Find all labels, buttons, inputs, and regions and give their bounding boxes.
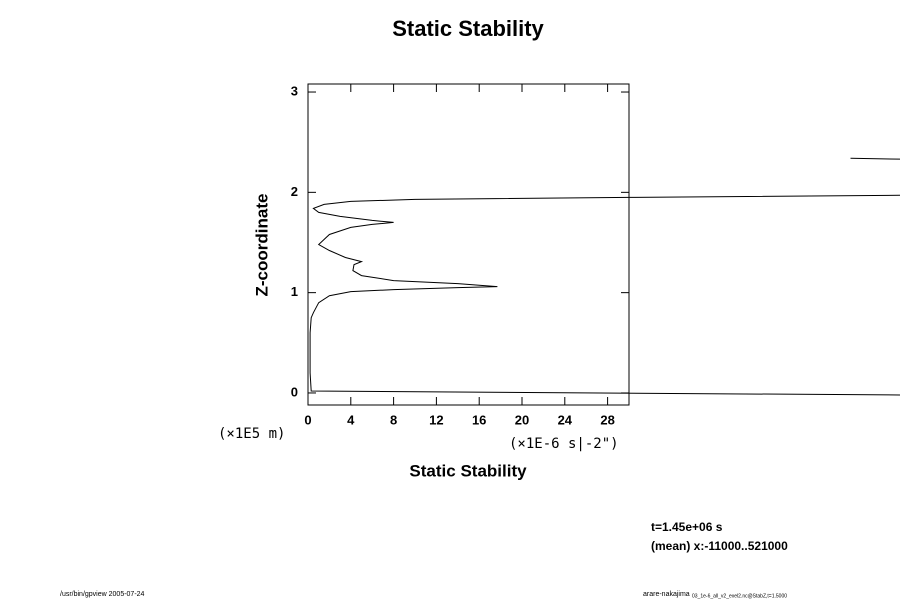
- y-unit: (×1E5 m): [218, 426, 285, 442]
- x-tick-label: 12: [429, 412, 443, 427]
- x-tick-label: 28: [600, 412, 614, 427]
- plot-frame: [307, 83, 630, 406]
- annotation: arare-nakajima: [643, 591, 690, 598]
- y-tick-label: 3: [291, 83, 298, 98]
- x-tick-label: 24: [558, 412, 573, 427]
- x-tick-label: 20: [515, 412, 529, 427]
- x-axis-label: Static Stability: [409, 461, 527, 480]
- x-tick-label: 0: [304, 412, 311, 427]
- y-tick-label: 0: [291, 384, 298, 399]
- y-axis-label: Z-coordinate: [252, 194, 271, 297]
- annotation: /usr/bin/gpview 2005-07-24: [60, 591, 145, 598]
- y-tick-label: 1: [291, 284, 298, 299]
- chart-title: Static Stability: [392, 16, 544, 41]
- y-tick-label: 2: [291, 184, 298, 199]
- x-tick-label: 16: [472, 412, 486, 427]
- x-unit: (×1E-6 s|-2"): [509, 436, 619, 452]
- annotation: (mean) x:-11000..521000: [651, 539, 788, 553]
- x-tick-label: 4: [347, 412, 355, 427]
- profile-line: [309, 157, 900, 396]
- annotation: 03_1e-6_all_v2_exel2.nc@StabZ,t=1.5000: [692, 593, 787, 599]
- annotation: t=1.45e+06 s: [651, 520, 723, 534]
- x-tick-label: 8: [390, 412, 397, 427]
